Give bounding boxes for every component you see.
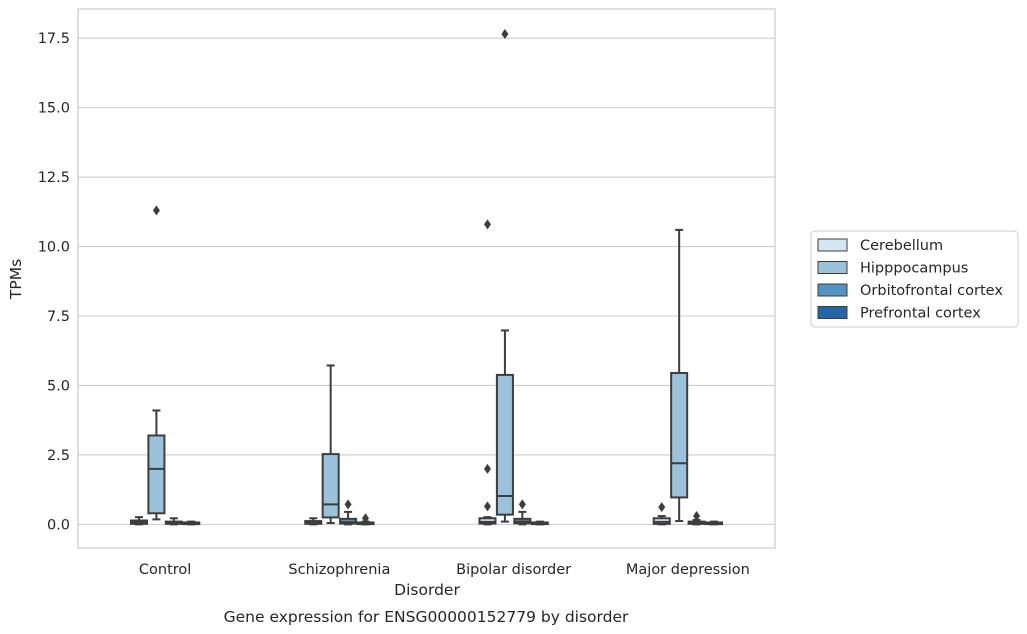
box-body <box>670 371 689 499</box>
x-tick-labels: Control Schizophrenia Bipolar disorder Majo… <box>139 562 750 578</box>
box-body <box>147 434 166 515</box>
box-cerebellum-major-depression <box>652 502 671 526</box>
y-tick-label: 2.5 <box>47 448 70 464</box>
outlier-point <box>693 511 701 522</box>
box-cerebellum-bipolar-disorder <box>478 219 497 526</box>
legend-label: Cerebellum <box>860 238 943 254</box>
y-tick-label: 0.0 <box>47 517 70 533</box>
legend-swatch <box>817 283 848 297</box>
legend-label: Hipppocampus <box>860 261 968 277</box>
x-tick-label: Bipolar disorder <box>456 562 571 578</box>
box-body <box>321 453 340 519</box>
legend-swatch <box>817 306 848 319</box>
box-prefrontal-cortex-control <box>182 520 201 526</box>
legend-item-cerebellum: Cerebellum <box>817 238 943 254</box>
box-hipppocampus-control <box>147 205 166 521</box>
box-cerebellum-control <box>129 516 149 526</box>
y-axis-label: TPMs <box>7 259 25 300</box>
y-tick-label: 5.0 <box>47 378 70 394</box>
box-prefrontal-cortex-major-depression <box>704 520 724 526</box>
legend-label: Prefrontal cortex <box>860 306 981 322</box>
box-prefrontal-cortex-bipolar-disorder <box>530 520 549 526</box>
outlier-point <box>152 205 160 216</box>
outlier-point <box>501 29 509 40</box>
x-tick-label: Schizophrenia <box>288 562 390 578</box>
box-orbitofrontal-cortex-major-depression <box>687 511 706 526</box>
box-hipppocampus-bipolar-disorder <box>495 29 514 523</box>
outlier-point <box>658 502 666 513</box>
box-hipppocampus-schizophrenia <box>321 364 340 524</box>
gridlines <box>78 37 775 525</box>
x-tick-label: Control <box>139 562 191 578</box>
box-orbitofrontal-cortex-control <box>164 517 183 526</box>
y-tick-label: 17.5 <box>38 31 70 47</box>
box-plots <box>129 29 724 526</box>
x-axis-label: Disorder <box>394 581 460 599</box>
outlier-point <box>518 499 526 510</box>
box-orbitofrontal-cortex-bipolar-disorder <box>513 499 532 526</box>
box-cerebellum-schizophrenia <box>304 517 323 526</box>
y-tick-label: 7.5 <box>47 309 70 325</box>
box-body <box>495 373 514 516</box>
y-tick-label: 12.5 <box>38 170 70 186</box>
legend-item-orbitofrontal-cortex: Orbitofrontal cortex <box>817 283 1003 299</box>
legend-swatch <box>817 238 848 252</box>
legend: Cerebellum Hipppocampus Orbitofrontal cort… <box>810 230 1019 328</box>
y-tick-labels: 0.0 2.5 5.0 7.5 10.0 12.5 15.0 17.5 <box>38 31 70 533</box>
outlier-point <box>344 499 352 510</box>
legend-item-hipppocampus: Hipppocampus <box>817 261 968 277</box>
outlier-point <box>483 219 491 230</box>
box-prefrontal-cortex-schizophrenia <box>356 513 375 526</box>
legend-swatch <box>817 261 848 274</box>
y-tick-label: 10.0 <box>38 240 70 256</box>
box-orbitofrontal-cortex-schizophrenia <box>339 499 358 526</box>
y-tick-label: 15.0 <box>38 101 70 117</box>
legend-item-prefrontal-cortex: Prefrontal cortex <box>817 306 981 322</box>
plot-frame <box>77 8 776 549</box>
outlier-point <box>483 501 491 512</box>
chart-caption: Gene expression for ENSG00000152779 by d… <box>224 608 629 626</box>
box-hipppocampus-major-depression <box>670 228 689 523</box>
outlier-point <box>362 513 370 524</box>
outlier-point <box>483 463 491 474</box>
legend-label: Orbitofrontal cortex <box>860 283 1003 299</box>
legend-frame <box>810 230 1019 328</box>
x-tick-label: Major depression <box>626 562 750 578</box>
